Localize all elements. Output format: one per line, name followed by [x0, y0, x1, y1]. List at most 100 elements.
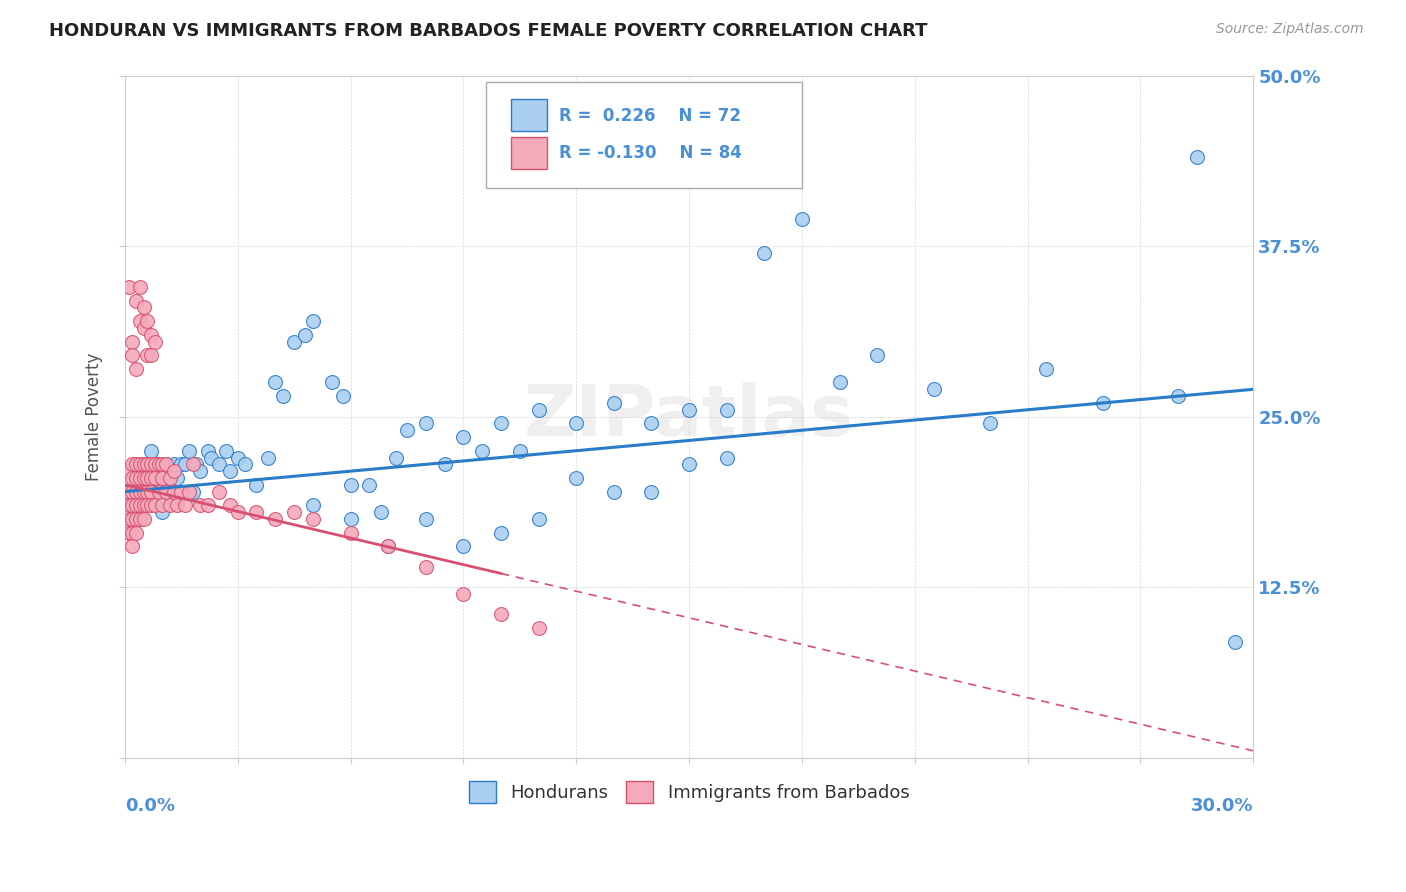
Point	[1167, 389, 1189, 403]
Point	[922, 382, 945, 396]
Point	[188, 464, 211, 478]
Point	[370, 505, 392, 519]
Point	[128, 471, 150, 485]
Point	[121, 348, 143, 362]
Point	[395, 423, 418, 437]
Point	[245, 505, 267, 519]
Point	[283, 505, 305, 519]
Point	[132, 321, 155, 335]
Point	[136, 471, 159, 485]
Point	[141, 327, 163, 342]
Point	[339, 525, 361, 540]
Point	[332, 389, 354, 403]
Point	[136, 498, 159, 512]
Point	[226, 450, 249, 465]
Point	[117, 484, 139, 499]
Point	[321, 376, 343, 390]
Point	[117, 512, 139, 526]
Point	[152, 498, 174, 512]
Point	[128, 498, 150, 512]
Point	[415, 512, 437, 526]
Point	[415, 559, 437, 574]
Point	[489, 607, 512, 622]
Point	[219, 464, 242, 478]
Point	[136, 314, 159, 328]
Point	[377, 539, 399, 553]
Point	[866, 348, 889, 362]
Point	[141, 471, 163, 485]
Point	[197, 443, 219, 458]
Point	[359, 478, 381, 492]
Point	[136, 458, 159, 472]
Point	[121, 471, 143, 485]
Point	[143, 471, 166, 485]
Text: 0.0%: 0.0%	[125, 797, 174, 814]
Point	[159, 498, 181, 512]
Point	[143, 334, 166, 349]
Point	[603, 484, 626, 499]
Point	[159, 471, 181, 485]
Point	[155, 484, 177, 499]
Point	[339, 478, 361, 492]
Point	[125, 498, 148, 512]
Point	[125, 525, 148, 540]
Point	[1091, 396, 1114, 410]
Point	[197, 498, 219, 512]
Point	[453, 587, 475, 601]
Point	[302, 314, 325, 328]
Point	[174, 498, 197, 512]
Point	[121, 498, 143, 512]
Text: ZIPatlas: ZIPatlas	[524, 382, 855, 451]
Point	[152, 505, 174, 519]
Point	[1223, 634, 1246, 648]
Point	[790, 211, 813, 226]
Point	[177, 484, 200, 499]
Point	[152, 458, 174, 472]
Point	[453, 430, 475, 444]
Point	[132, 512, 155, 526]
Text: R = -0.130    N = 84: R = -0.130 N = 84	[560, 145, 742, 162]
Point	[565, 471, 588, 485]
Point	[716, 402, 738, 417]
Point	[155, 458, 177, 472]
Point	[121, 484, 143, 499]
Point	[125, 484, 148, 499]
Point	[117, 464, 139, 478]
Point	[128, 458, 150, 472]
Point	[143, 498, 166, 512]
Point	[128, 314, 150, 328]
Point	[121, 334, 143, 349]
Point	[148, 458, 170, 472]
Point	[121, 458, 143, 472]
Point	[377, 539, 399, 553]
Point	[170, 484, 193, 499]
Point	[471, 443, 494, 458]
Bar	[510, 136, 547, 169]
Point	[125, 458, 148, 472]
Point	[1035, 362, 1057, 376]
Point	[117, 280, 139, 294]
Point	[716, 450, 738, 465]
Point	[979, 417, 1001, 431]
Point	[166, 471, 188, 485]
Point	[125, 512, 148, 526]
Point	[143, 484, 166, 499]
Point	[264, 376, 287, 390]
Point	[141, 484, 163, 499]
Point	[136, 484, 159, 499]
Point	[603, 396, 626, 410]
Point	[143, 458, 166, 472]
Point	[174, 458, 197, 472]
Point	[148, 458, 170, 472]
Y-axis label: Female Poverty: Female Poverty	[86, 352, 103, 481]
Point	[128, 512, 150, 526]
Point	[132, 301, 155, 315]
Point	[283, 334, 305, 349]
Point	[155, 458, 177, 472]
Point	[828, 376, 851, 390]
Point	[640, 417, 662, 431]
Text: Source: ZipAtlas.com: Source: ZipAtlas.com	[1216, 22, 1364, 37]
Point	[527, 621, 550, 635]
Point	[453, 539, 475, 553]
Point	[302, 498, 325, 512]
